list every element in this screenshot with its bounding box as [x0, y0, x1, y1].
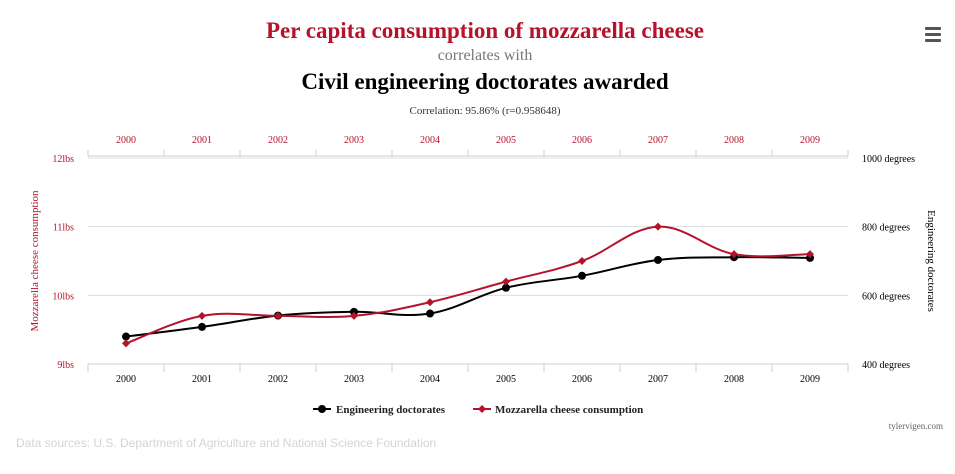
bottom-category-label: 2009 — [800, 374, 820, 385]
top-category-label: 2000 — [116, 135, 136, 146]
correlation-text: Correlation: 95.86% (r=0.958648) — [409, 105, 560, 117]
cheese-point — [654, 222, 662, 231]
top-category-label: 2008 — [724, 135, 744, 146]
correlates-with-text: correlates with — [438, 47, 533, 64]
right-tick-label: 600 degrees — [862, 291, 910, 302]
left-axis-title: Mozzarella cheese consumption — [29, 190, 41, 332]
bottom-category-label: 2004 — [420, 374, 440, 385]
doctorates-point — [198, 322, 206, 331]
legend-cheese-marker — [478, 405, 486, 413]
top-category-label: 2002 — [268, 135, 288, 146]
bottom-category-label: 2000 — [116, 374, 136, 385]
cheese-point — [730, 250, 738, 259]
cheese-point — [502, 277, 510, 286]
menu-bar — [925, 27, 941, 30]
bottom-category-label: 2005 — [496, 374, 516, 385]
bottom-category-label: 2001 — [192, 374, 212, 385]
top-category-label: 2006 — [572, 135, 592, 146]
right-tick-label: 800 degrees — [862, 223, 910, 234]
cheese-point — [806, 250, 814, 259]
chart-title: Per capita consumption of mozzarella che… — [266, 18, 704, 43]
chart-subtitle: Civil engineering doctorates awarded — [301, 69, 669, 94]
doctorates-point — [654, 255, 662, 264]
bottom-category-label: 2008 — [724, 374, 744, 385]
bottom-category-label: 2002 — [268, 374, 288, 385]
top-category-label: 2001 — [192, 135, 212, 146]
right-tick-label: 400 degrees — [862, 360, 910, 371]
doctorates-point — [350, 307, 358, 316]
doctorates-point — [502, 283, 510, 292]
right-axis-title: Engineering doctorates — [925, 210, 937, 312]
cheese-point — [426, 298, 434, 307]
bottom-category-label: 2003 — [344, 374, 364, 385]
top-category-label: 2004 — [420, 135, 440, 146]
cheese-point — [198, 311, 206, 320]
top-category-label: 2005 — [496, 135, 516, 146]
bottom-category-label: 2007 — [648, 374, 668, 385]
hamburger-menu-icon[interactable] — [920, 24, 946, 48]
menu-bar — [925, 33, 941, 36]
top-category-label: 2009 — [800, 135, 820, 146]
doctorates-series-line — [125, 256, 811, 338]
cheese-point — [578, 257, 586, 265]
left-tick-label: 10lbs — [52, 291, 74, 302]
left-tick-label: 11lbs — [53, 223, 74, 234]
legend-cheese-label: Mozzarella cheese consumption — [495, 404, 643, 416]
menu-bar — [925, 39, 941, 42]
bottom-category-label: 2006 — [572, 374, 592, 385]
cheese-point — [350, 311, 358, 320]
left-tick-label: 9lbs — [57, 360, 74, 371]
plot-area: 2000 2000 2001 2001 2002 2002 2003 2003 2004 2004… — [29, 135, 937, 416]
data-sources-text: Data sources: U.S. Department of Agricul… — [16, 436, 437, 450]
credit-text[interactable]: tylervigen.com — [888, 421, 943, 431]
right-tick-label: 1000 degrees — [862, 154, 915, 165]
top-category-label: 2007 — [648, 135, 668, 146]
doctorates-point — [578, 271, 586, 280]
legend-doctorates-label: Engineering doctorates — [336, 404, 446, 416]
cheese-point — [274, 311, 282, 320]
legend-doctorates-marker — [318, 405, 326, 413]
left-tick-label: 12lbs — [52, 154, 74, 165]
doctorates-point — [122, 332, 130, 341]
top-category-label: 2003 — [344, 135, 364, 146]
cheese-point — [122, 339, 130, 348]
cheese-series-line — [125, 225, 811, 345]
doctorates-point — [426, 309, 434, 318]
